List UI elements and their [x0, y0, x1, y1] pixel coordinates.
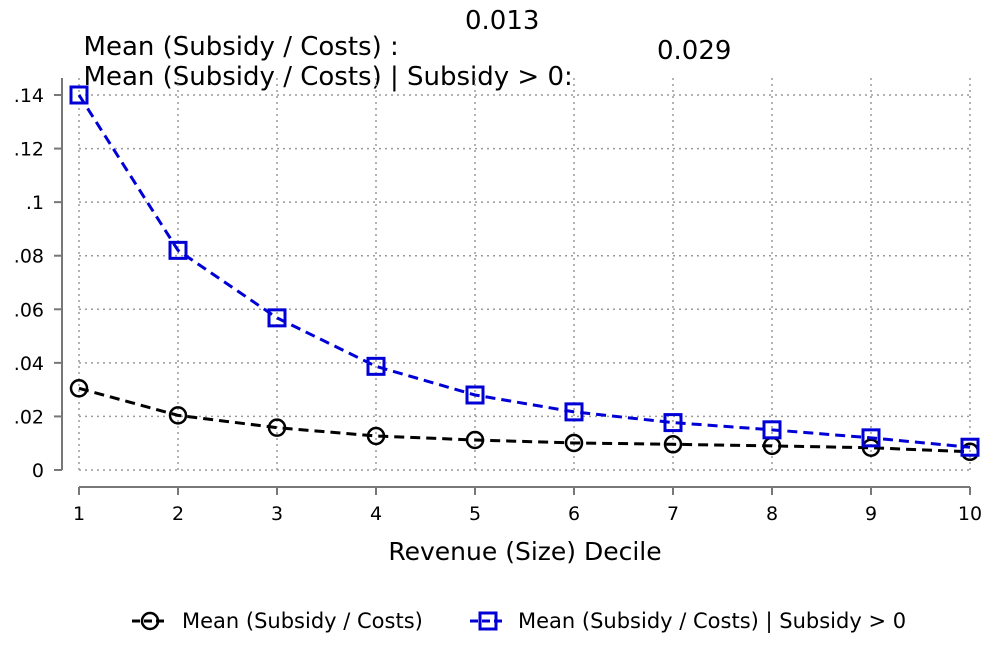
data-point — [564, 433, 584, 453]
y-tick-label: .1 — [26, 192, 44, 214]
data-point — [366, 356, 386, 376]
x-tick-label: 9 — [865, 503, 877, 525]
y-tick-label: .12 — [14, 139, 44, 161]
data-point — [861, 428, 881, 448]
data-point — [960, 437, 980, 457]
y-tick-label: 0 — [32, 460, 44, 482]
legend-item-1: Mean (Subsidy / Costs) — [132, 609, 423, 633]
series-line — [78, 386, 971, 454]
x-axis-title: Revenue (Size) Decile — [388, 537, 661, 566]
legend: Mean (Subsidy / Costs) Mean (Subsidy / Co… — [132, 609, 906, 634]
axes: 0 .02 .04 .06 .08 .1 .12 .14 1 2 3 4 5 6 7 8 9 10 — [14, 78, 982, 525]
y-tick-label: .02 — [14, 406, 44, 428]
y-tick-label: .04 — [14, 353, 44, 375]
header-line-2: Mean (Subsidy / Costs) | Subsidy > 0: 0.… — [67, 38, 732, 116]
series-1 — [69, 379, 980, 462]
x-tick-label: 2 — [172, 503, 184, 525]
header-line-1-value: 0.013 — [465, 6, 540, 36]
x-tick-label: 3 — [271, 503, 283, 525]
data-point — [168, 240, 188, 260]
x-tick-label: 4 — [370, 503, 382, 525]
data-point — [69, 379, 89, 398]
data-point — [267, 418, 287, 437]
plot-series — [69, 85, 980, 462]
data-point — [663, 435, 683, 454]
x-tick-label: 5 — [469, 503, 481, 525]
data-point — [564, 402, 584, 422]
y-tick-label: .06 — [14, 299, 44, 321]
data-point — [465, 385, 485, 405]
legend-item-2: Mean (Subsidy / Costs) | Subsidy > 0 — [470, 609, 906, 634]
data-point — [366, 426, 386, 446]
header-line-1: Mean (Subsidy / Costs) : 0.013 — [67, 8, 540, 86]
header-line-1-label: Mean (Subsidy / Costs) : — [83, 32, 399, 62]
header-line-2-value: 0.029 — [657, 36, 732, 66]
series-line — [77, 94, 971, 449]
y-tick-label: .08 — [14, 246, 44, 268]
x-tick-label: 1 — [73, 503, 85, 525]
x-tick-label: 10 — [958, 503, 982, 525]
legend-marker — [140, 611, 160, 631]
x-tick-label: 7 — [667, 503, 679, 525]
data-point — [69, 85, 89, 105]
x-tick-label: 6 — [568, 503, 580, 525]
header-line-2-label: Mean (Subsidy / Costs) | Subsidy > 0: — [83, 62, 573, 92]
data-point — [168, 406, 188, 425]
data-point — [267, 308, 287, 328]
data-point — [861, 438, 881, 458]
legend-label: Mean (Subsidy / Costs) | Subsidy > 0 — [518, 609, 906, 634]
legend-label: Mean (Subsidy / Costs) — [182, 609, 423, 633]
x-tick-label: 8 — [766, 503, 778, 525]
data-point — [465, 430, 485, 450]
data-point — [663, 413, 683, 433]
data-point — [762, 420, 782, 440]
legend-marker — [478, 611, 498, 631]
gridlines — [78, 75, 971, 471]
y-tick-label: .14 — [14, 85, 44, 107]
series-2 — [69, 85, 980, 457]
